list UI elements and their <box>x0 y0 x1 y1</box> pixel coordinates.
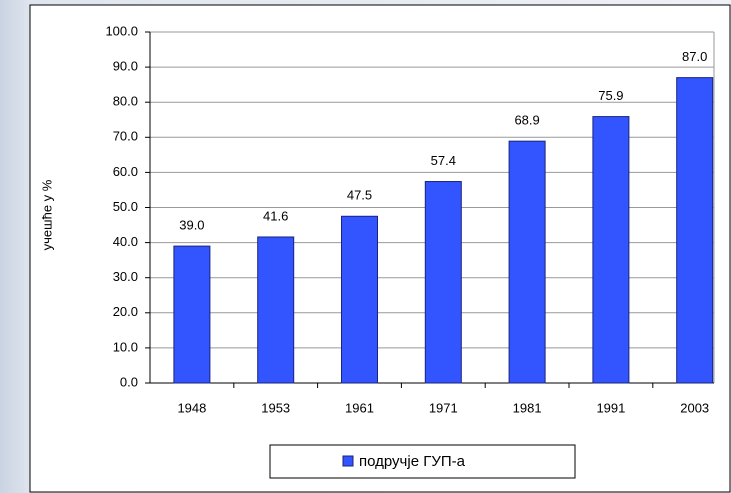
x-tick-label: 1971 <box>429 400 458 415</box>
y-tick-label: 10.0 <box>113 339 138 354</box>
value-label: 41.6 <box>263 208 288 223</box>
y-tick-label: 20.0 <box>113 304 138 319</box>
x-tick-label: 1961 <box>345 400 374 415</box>
x-tick-label: 1953 <box>261 400 290 415</box>
value-label: 75.9 <box>598 88 623 103</box>
value-label: 39.0 <box>179 218 204 233</box>
y-tick-label: 40.0 <box>113 234 138 249</box>
legend-label: подручје ГУП-а <box>359 453 466 470</box>
legend-swatch <box>342 455 354 467</box>
y-tick-label: 100.0 <box>105 23 138 38</box>
value-label: 57.4 <box>431 153 456 168</box>
bar <box>424 181 462 384</box>
y-tick-label: 80.0 <box>113 94 138 109</box>
y-tick-label: 50.0 <box>113 199 138 214</box>
bar <box>341 215 378 384</box>
y-tick-label: 70.0 <box>113 129 138 144</box>
legend-box <box>269 444 576 479</box>
x-tick-label: 1981 <box>513 400 542 415</box>
bar <box>508 140 546 384</box>
bar <box>257 236 295 384</box>
value-label: 47.5 <box>347 188 372 203</box>
value-label: 68.9 <box>514 113 539 128</box>
value-label: 87.0 <box>682 49 707 64</box>
x-tick-label: 1948 <box>177 400 206 415</box>
y-tick-label: 0.0 <box>120 374 138 389</box>
bar <box>592 116 630 384</box>
bar <box>173 245 211 384</box>
y-tick-label: 30.0 <box>113 269 138 284</box>
bar <box>676 77 714 384</box>
x-tick-label: 1991 <box>596 400 625 415</box>
y-tick-label: 90.0 <box>113 59 138 74</box>
y-tick-label: 60.0 <box>113 164 138 179</box>
x-tick-label: 2003 <box>680 400 709 415</box>
y-axis-label: учешће у % <box>39 179 54 250</box>
